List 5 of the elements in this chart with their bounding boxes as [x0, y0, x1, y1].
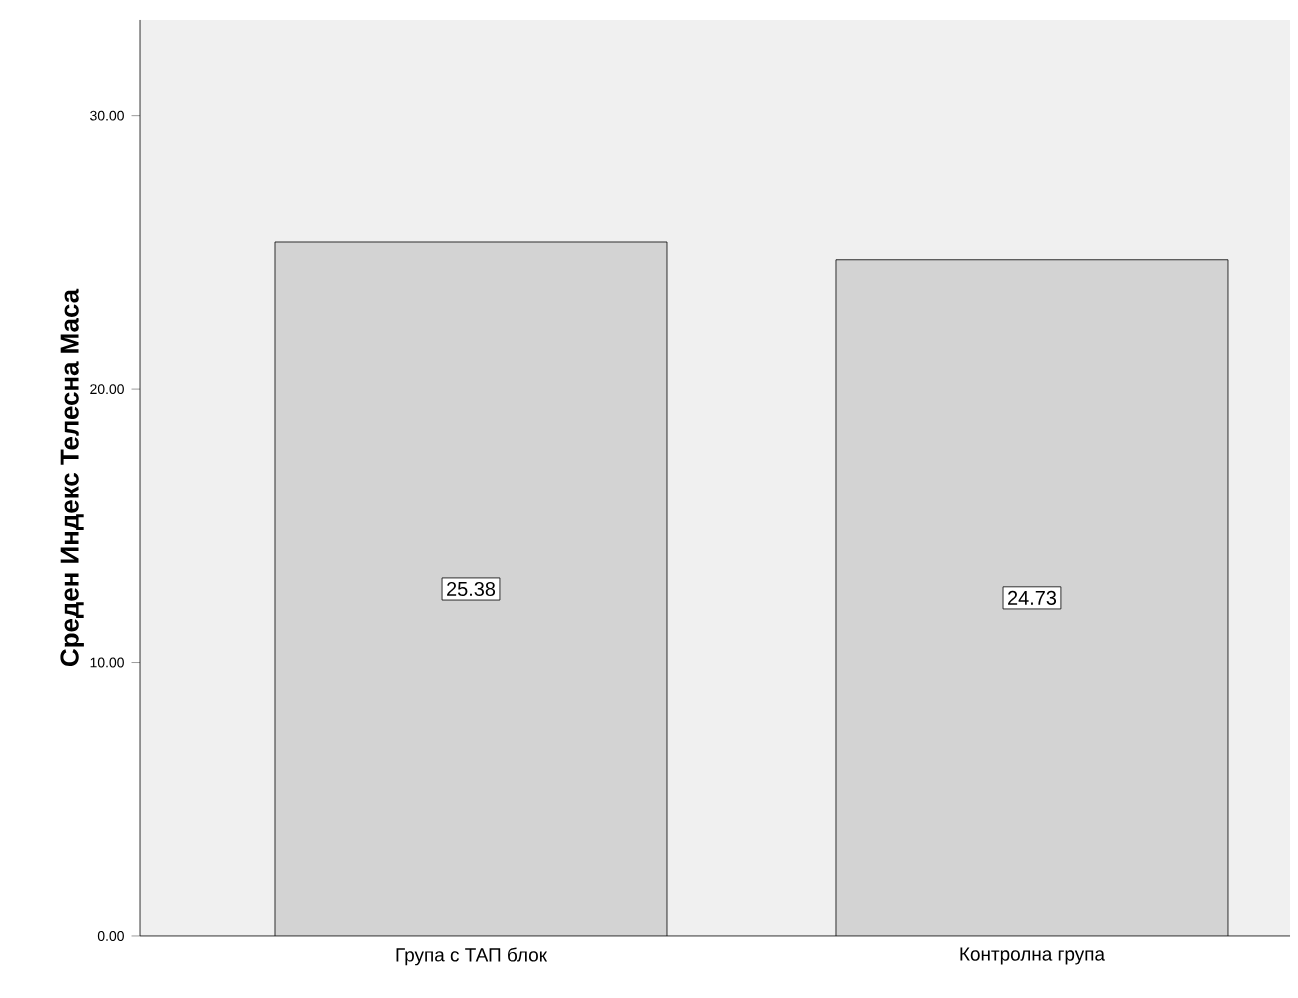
y-axis-title: Среден Индекс Телесна Маса: [60, 288, 84, 666]
data-label: 25.38: [447, 581, 496, 597]
x-tick-label: Контролна група: [960, 947, 1105, 965]
data-label: 24.73: [1008, 590, 1057, 605]
x-tick-label: Група с ТАП блок: [396, 947, 548, 966]
